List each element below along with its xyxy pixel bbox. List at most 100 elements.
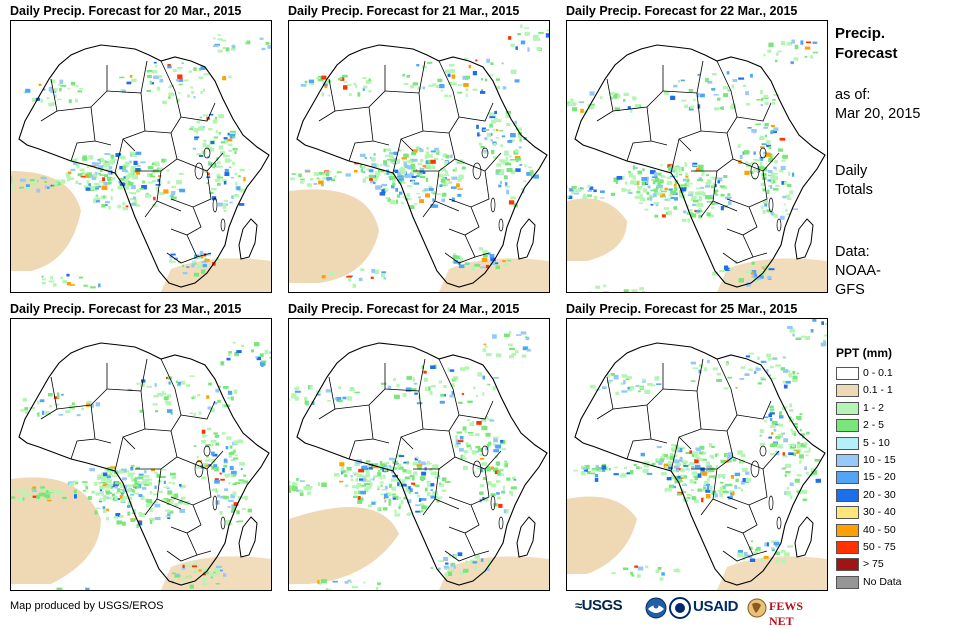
country-border (373, 141, 389, 145)
legend-swatch (836, 576, 859, 589)
legend-swatch (836, 558, 859, 571)
country-border (713, 499, 737, 509)
lake-outline (491, 496, 495, 510)
country-border (401, 437, 413, 449)
madagascar-outline (239, 219, 257, 259)
lake-outline (473, 163, 481, 179)
country-border (157, 201, 181, 211)
country-border (435, 499, 459, 509)
madagascar-outline (517, 517, 535, 557)
logos: ≈USGS USAID FEWS NET (575, 595, 825, 623)
dry-area (161, 258, 271, 292)
legend-label: 50 - 75 (863, 540, 896, 555)
country-border (727, 505, 757, 533)
lake-outline (769, 496, 773, 510)
country-border (135, 431, 177, 469)
legend-swatch (836, 437, 859, 450)
country-border (197, 551, 211, 555)
totals-label: Daily Totals (835, 162, 955, 200)
legend-label: 20 - 30 (863, 488, 896, 503)
country-border (95, 439, 111, 443)
lake-outline (760, 446, 766, 456)
legend-label: 15 - 20 (863, 470, 896, 485)
legend-swatch (836, 402, 859, 415)
country-border (475, 551, 489, 555)
legend-swatch (836, 471, 859, 484)
country-border (167, 235, 197, 263)
map-title: Daily Precip. Forecast for 21 Mar., 2015 (288, 2, 558, 20)
precip-map (566, 20, 828, 293)
legend-label: 1 - 2 (863, 401, 884, 416)
country-border (401, 139, 413, 151)
lake-outline (499, 517, 503, 529)
country-border (753, 253, 767, 257)
legend-label: 0 - 0.1 (863, 366, 893, 381)
country-border (651, 141, 667, 145)
africa-precip-map (11, 319, 271, 590)
country-border (449, 207, 479, 235)
map-panel-3: Daily Precip. Forecast for 22 Mar., 2015 (566, 2, 828, 295)
legend-label: 30 - 40 (863, 505, 896, 520)
noaa-logo-icon (645, 597, 667, 619)
legend-swatch (836, 454, 859, 467)
legend-label: 10 - 15 (863, 453, 896, 468)
map-panel-1: Daily Precip. Forecast for 20 Mar., 2015 (10, 2, 272, 295)
map-title: Daily Precip. Forecast for 24 Mar., 2015 (288, 300, 558, 318)
lake-outline (751, 461, 759, 477)
map-panel-6: Daily Precip. Forecast for 25 Mar., 2015 (566, 300, 828, 593)
country-border (167, 533, 197, 561)
country-border (727, 171, 767, 207)
country-border (171, 171, 211, 207)
country-border (123, 139, 135, 151)
lake-outline (777, 517, 781, 529)
precip-map (566, 318, 828, 591)
legend-swatch (836, 384, 859, 397)
madagascar-outline (239, 517, 257, 557)
country-border (171, 207, 201, 235)
country-border (449, 505, 479, 533)
usaid-logo: USAID (693, 598, 738, 615)
fews-globe-icon (747, 598, 767, 618)
africa-precip-map (11, 21, 271, 292)
legend-swatch (836, 419, 859, 432)
africa-precip-map (289, 319, 549, 590)
legend-label: 5 - 10 (863, 436, 890, 451)
country-border (349, 405, 373, 459)
country-border (171, 469, 211, 505)
usaid-seal-icon (669, 597, 691, 619)
country-border (651, 439, 667, 443)
legend-label: 0.1 - 1 (863, 383, 893, 398)
dry-area (567, 497, 637, 575)
country-border (627, 405, 651, 459)
legend-label: 40 - 50 (863, 523, 896, 538)
lake-outline (491, 198, 495, 212)
country-border (181, 401, 215, 419)
country-border (701, 61, 737, 133)
lake-outline (499, 219, 503, 231)
legend-label: No Data (863, 575, 902, 590)
dry-area (567, 199, 627, 262)
country-border (181, 103, 215, 121)
africa-precip-map (567, 21, 827, 292)
country-border (41, 79, 57, 121)
country-border (57, 363, 107, 409)
map-title: Daily Precip. Forecast for 22 Mar., 2015 (566, 2, 836, 20)
map-title: Daily Precip. Forecast for 20 Mar., 2015 (10, 2, 280, 20)
country-border (723, 235, 753, 263)
fews-net-logo: FEWS NET (769, 599, 825, 629)
country-border (71, 405, 95, 459)
country-border (449, 171, 489, 207)
data-source: Data: NOAA- GFS (835, 243, 955, 300)
legend-label: > 75 (863, 557, 884, 572)
map-panel-5: Daily Precip. Forecast for 24 Mar., 2015 (288, 300, 550, 593)
country-border (107, 61, 147, 93)
dry-area (289, 507, 399, 584)
legend-swatch (836, 506, 859, 519)
lake-outline (777, 219, 781, 231)
africa-precip-map (567, 319, 827, 590)
country-border (115, 391, 145, 471)
country-border (95, 141, 111, 145)
precip-map (288, 318, 550, 591)
country-border (445, 533, 475, 561)
country-border (373, 439, 389, 443)
